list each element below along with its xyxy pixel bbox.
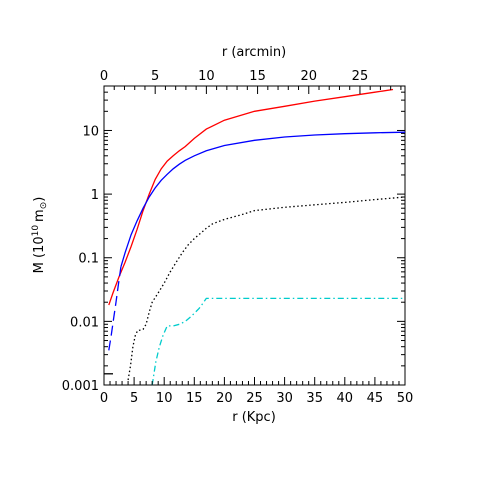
x2-tick-label: 5: [151, 69, 159, 84]
y-tick-label: 0.001: [62, 379, 99, 394]
x2-tick-label: 10: [198, 69, 215, 84]
y-tick-label: 0.01: [70, 315, 99, 330]
x-tick-label: 20: [216, 391, 233, 406]
x-tick-label: 40: [337, 391, 354, 406]
plot-frame: [103, 85, 406, 386]
series-line-2: [120, 131, 406, 267]
series-line-5: [127, 196, 406, 381]
x2-tick-label: 20: [300, 69, 317, 84]
x2-tick-label: 15: [249, 69, 266, 84]
x-tick-label: 25: [246, 391, 263, 406]
series-line-3: [108, 266, 122, 351]
y-tick-label: 10: [82, 124, 99, 139]
x-tick-label: 5: [130, 391, 138, 406]
tick-labels-layer: 0 5 10 15 20 25 30 35 40 45 50 0 5 10 15 20 25 0.001 0.01 0…: [62, 69, 413, 406]
y-label-main: M (10: [32, 236, 47, 273]
x-tick-label: 50: [397, 391, 414, 406]
svg-text:M (1010m⊙): M (1010 m⊙): [31, 197, 49, 274]
series-layer: [104, 88, 406, 386]
series-line-6: [151, 297, 405, 386]
x-tick-label: 15: [186, 391, 203, 406]
x-tick-label: 35: [306, 391, 323, 406]
y-axis-label: M (1010 m⊙): [31, 197, 49, 274]
ticks-layer: [103, 85, 406, 386]
y-label-exponent: 10: [31, 225, 41, 237]
x-tick-label: 10: [156, 391, 173, 406]
y-label-unit: m: [32, 209, 47, 222]
y-label-sun-symbol: ⊙: [39, 202, 49, 210]
y-tick-label: 1: [91, 188, 99, 203]
x-axis-label: r (Kpc): [232, 410, 276, 425]
x-tick-label: 45: [367, 391, 384, 406]
y-tick-label: 0.1: [78, 252, 99, 267]
series-line-1: [108, 88, 394, 306]
x2-tick-label: 25: [352, 69, 369, 84]
x-tick-label: 30: [276, 391, 293, 406]
x2-axis-label: r (arcmin): [222, 45, 286, 60]
x-tick-label: 0: [100, 391, 108, 406]
x2-tick-label: 0: [100, 69, 108, 84]
y-label-close: ): [32, 197, 47, 202]
